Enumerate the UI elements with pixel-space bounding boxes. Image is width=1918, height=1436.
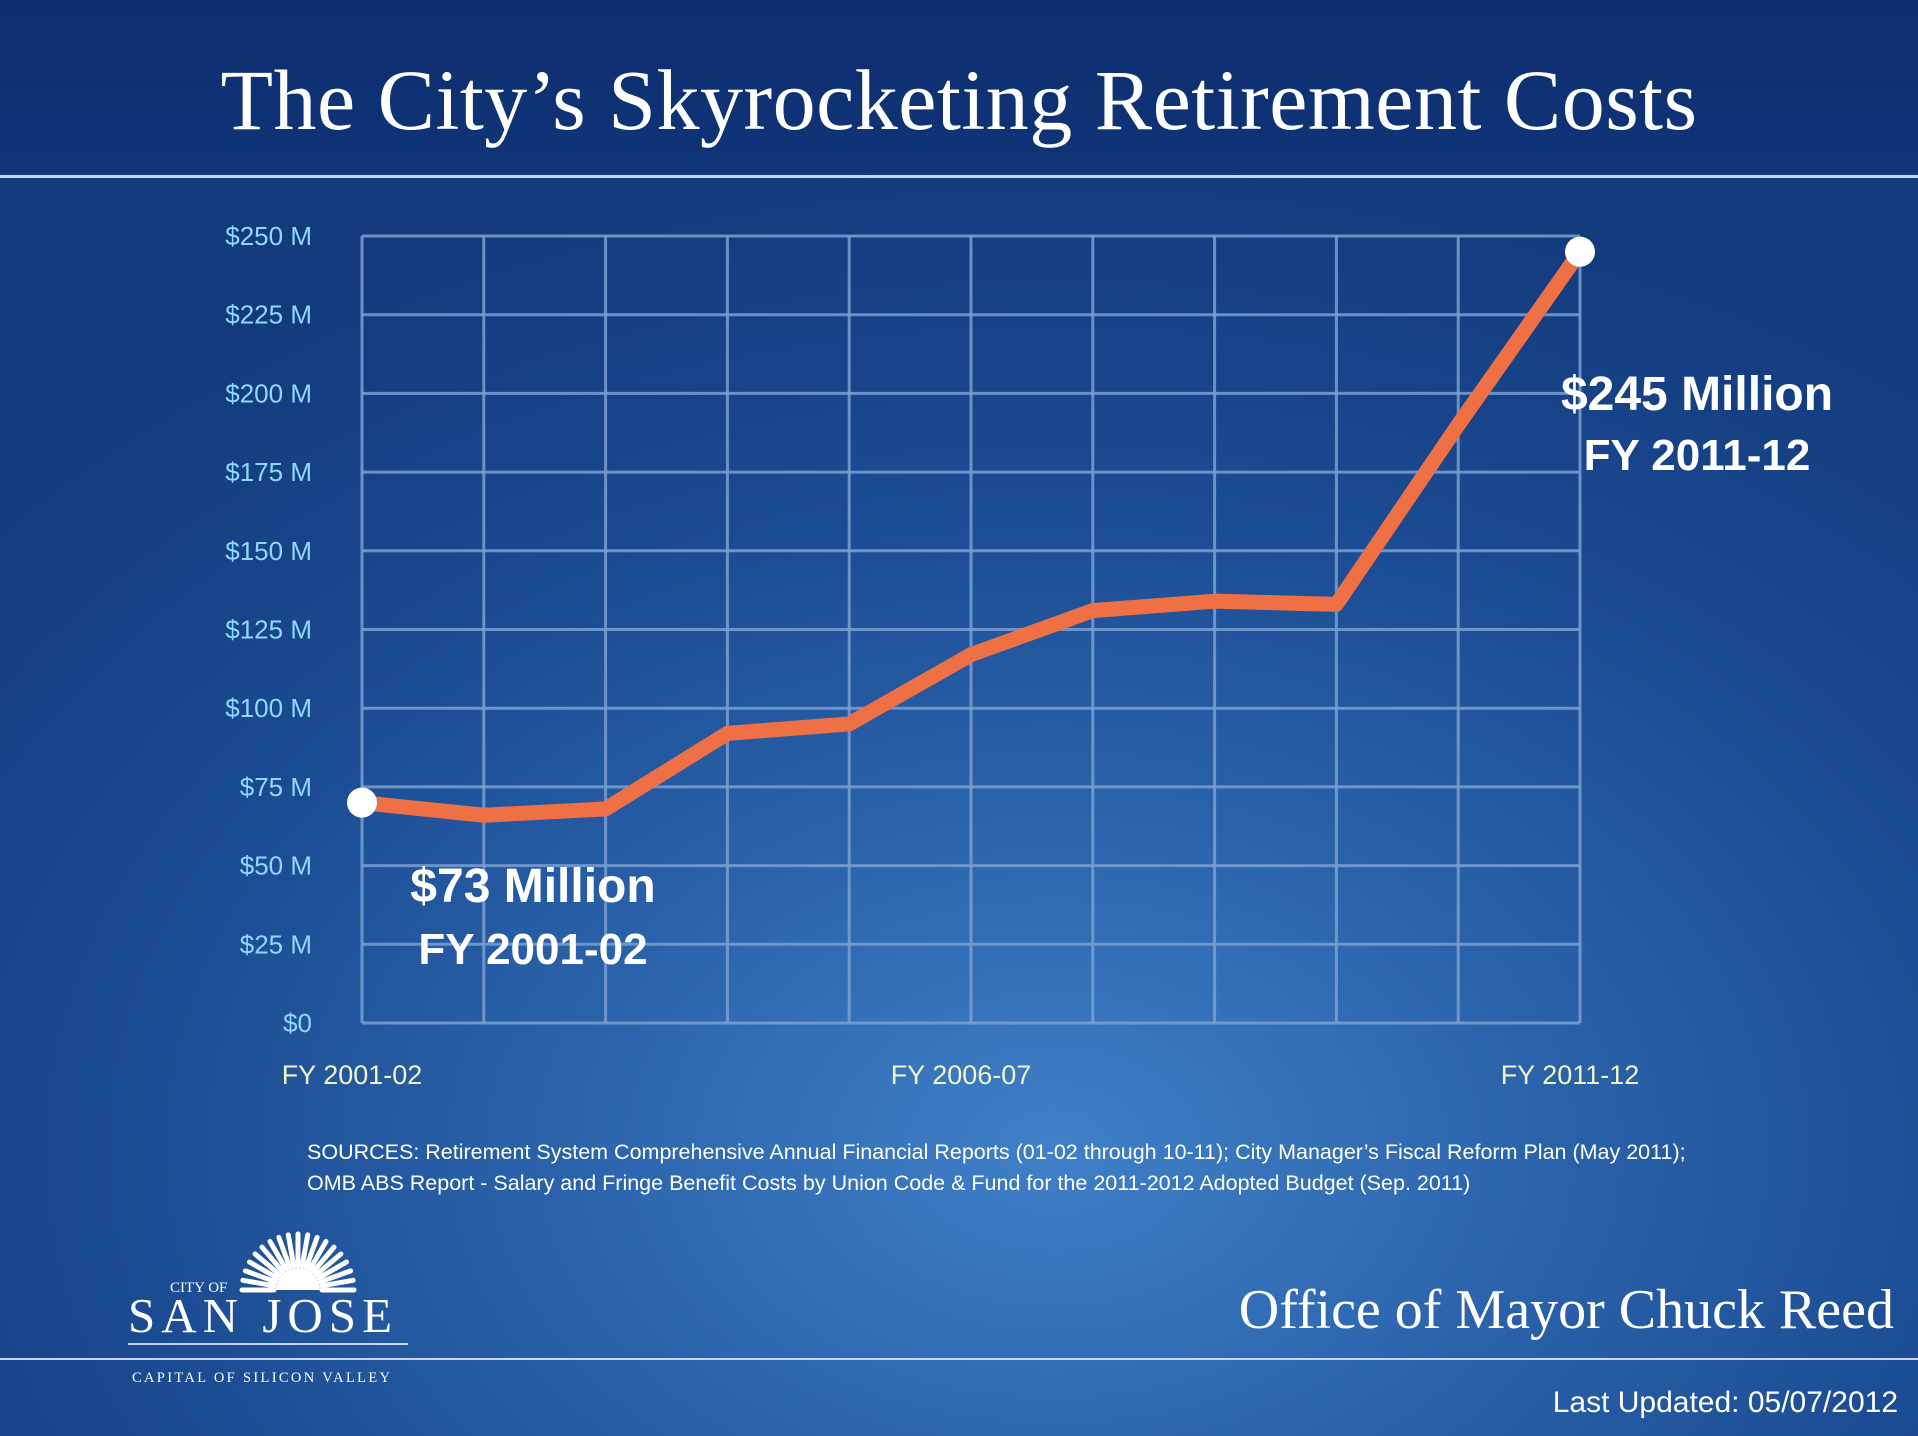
sun-ray (313, 1251, 344, 1278)
sun-ray (242, 1268, 278, 1285)
city-logo: CITY OF SAN JOSE CAPITAL OF SILICON VALL… (128, 1231, 408, 1386)
sun-ray (319, 1277, 356, 1289)
y-tick-label: $250 M (225, 221, 312, 251)
sun-ray (318, 1268, 354, 1285)
sun-emblem-icon (239, 1231, 357, 1293)
sun-ray (267, 1239, 289, 1272)
callout-value: $245 Million (1561, 368, 1833, 421)
sources-line-1: SOURCES: Retirement System Comprehensive… (307, 1140, 1686, 1164)
y-tick-label: $200 M (225, 378, 312, 408)
sun-ray (316, 1259, 349, 1281)
last-updated: Last Updated: 05/07/2012 (1552, 1386, 1898, 1419)
series-line (354, 244, 1588, 823)
series-points (347, 236, 1595, 818)
title-divider (0, 175, 1918, 178)
footer-divider (0, 1358, 1918, 1360)
callout-value: $73 Million (410, 860, 655, 913)
sources-note: SOURCES: Retirement System Comprehensive… (307, 1137, 1887, 1199)
logo-tagline: CAPITAL OF SILICON VALLEY (132, 1370, 391, 1386)
callout-period: FY 2001-02 (418, 925, 647, 974)
x-tick-label: FY 2006-07 (891, 1060, 1032, 1090)
chart-callouts: $73 Million FY 2001-02 $245 Million FY 2011… (410, 368, 1833, 974)
sun-ray (307, 1239, 329, 1272)
callout-period: FY 2011-12 (1584, 431, 1811, 480)
y-tick-label: $0 (283, 1008, 312, 1038)
x-tick-label: FY 2001-02 (282, 1060, 423, 1090)
data-point-marker (1565, 236, 1595, 267)
title-band (0, 0, 1918, 172)
chart-grid (360, 234, 1582, 1025)
sun-ray (247, 1259, 280, 1281)
x-tick-label: FY 2011-12 (1501, 1060, 1640, 1090)
y-tick-label: $175 M (225, 457, 312, 487)
logo-city-of: CITY OF (170, 1280, 227, 1296)
y-tick-label: $225 M (225, 300, 312, 330)
series-line-group (354, 244, 1588, 823)
office-signature: Office of Mayor Chuck Reed (1238, 1279, 1894, 1341)
sun-core (276, 1268, 320, 1290)
y-tick-label: $125 M (225, 615, 312, 645)
sun-ray (299, 1232, 311, 1269)
sun-ray (252, 1251, 283, 1278)
sources-line-2: OMB ABS Report - Salary and Fringe Benef… (307, 1171, 1471, 1195)
y-tick-label: $100 M (225, 693, 312, 723)
data-point-marker (347, 787, 377, 818)
page-title: The City’s Skyrocketing Retirement Costs (220, 52, 1698, 148)
sun-ray (303, 1234, 320, 1270)
x-axis-ticks: FY 2001-02 FY 2006-07 FY 2011-12 (282, 1060, 1640, 1090)
sun-ray (285, 1232, 297, 1269)
y-tick-label: $25 M (240, 929, 312, 959)
y-tick-label: $150 M (225, 536, 312, 566)
y-tick-label: $75 M (240, 772, 312, 802)
y-tick-label: $50 M (240, 851, 312, 881)
sun-ray (259, 1244, 286, 1275)
sun-ray (240, 1277, 277, 1289)
retirement-costs-chart: $0 $25 M $50 M $75 M $100 M $125 M $150 M $175 … (225, 221, 1833, 1090)
sun-ray (310, 1244, 337, 1275)
y-axis-ticks: $0 $25 M $50 M $75 M $100 M $125 M $150 M $175 … (225, 221, 312, 1038)
sun-ray (276, 1234, 293, 1270)
logo-name: SAN JOSE (128, 1288, 392, 1343)
